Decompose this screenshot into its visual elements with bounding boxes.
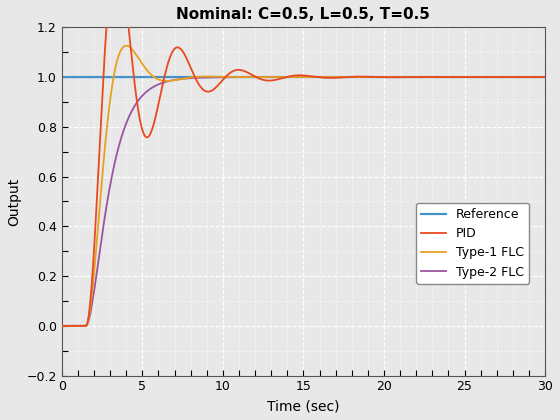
X-axis label: Time (sec): Time (sec) bbox=[267, 399, 340, 413]
Legend: Reference, PID, Type-1 FLC, Type-2 FLC: Reference, PID, Type-1 FLC, Type-2 FLC bbox=[416, 203, 529, 284]
Title: Nominal: C=0.5, L=0.5, T=0.5: Nominal: C=0.5, L=0.5, T=0.5 bbox=[176, 7, 431, 22]
Y-axis label: Output: Output bbox=[7, 177, 21, 226]
